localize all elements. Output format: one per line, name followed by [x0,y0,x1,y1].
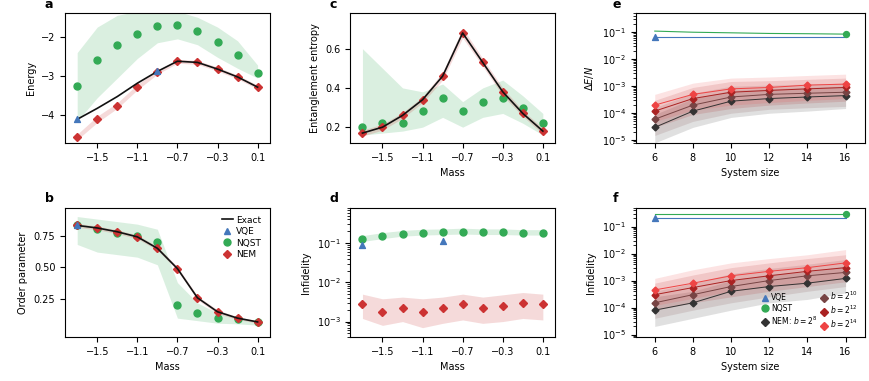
Y-axis label: Infidelity: Infidelity [302,251,311,294]
Legend: Exact, VQE, NQST, NEM: Exact, VQE, NQST, NEM [218,212,265,263]
Text: e: e [613,0,621,11]
X-axis label: Mass: Mass [155,362,180,373]
Point [647,34,661,40]
X-axis label: Mass: Mass [441,362,465,373]
Point [150,68,164,74]
Text: b: b [44,192,54,205]
Text: a: a [44,0,53,11]
Y-axis label: Energy: Energy [25,61,36,95]
Point [435,239,449,245]
X-axis label: System size: System size [721,362,779,373]
Point [647,215,661,221]
Y-axis label: Infidelity: Infidelity [587,251,596,294]
Y-axis label: $\Delta E/N$: $\Delta E/N$ [583,66,596,91]
Text: d: d [330,192,339,205]
X-axis label: System size: System size [721,168,779,178]
Point [839,211,852,218]
Text: f: f [613,192,618,205]
Point [839,31,852,37]
Point [70,223,84,229]
Y-axis label: Entanglement entropy: Entanglement entropy [309,23,320,133]
X-axis label: Mass: Mass [441,168,465,178]
Legend: VQE, NQST, NEM: $b=2^8$, $b=2^{10}$, $b=2^{12}$, $b=2^{14}$: VQE, NQST, NEM: $b=2^8$, $b=2^{10}$, $b=… [758,287,861,333]
Point [355,242,369,248]
Y-axis label: Order parameter: Order parameter [18,231,29,314]
Text: c: c [330,0,337,11]
Point [70,116,84,122]
